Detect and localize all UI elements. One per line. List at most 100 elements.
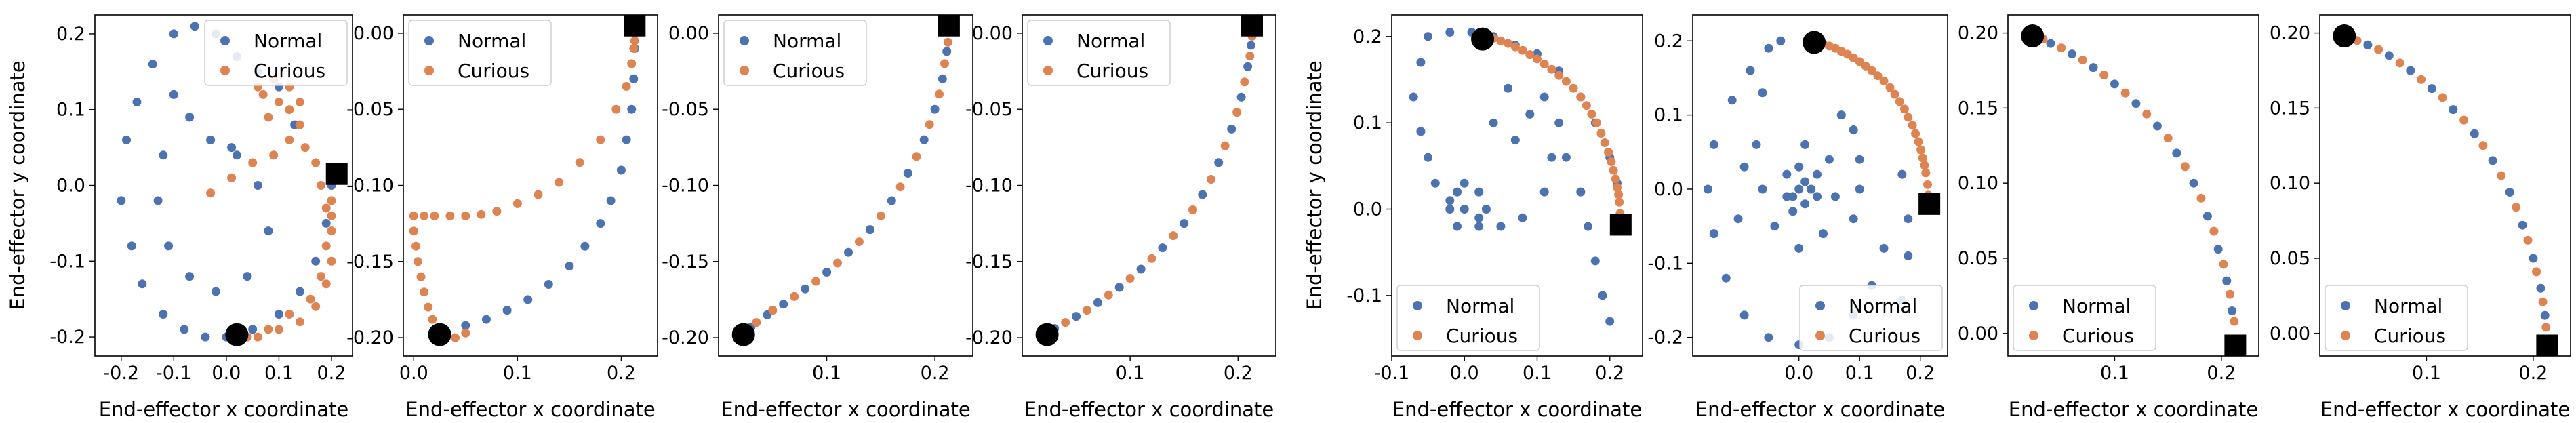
data-point-normal	[264, 226, 273, 236]
data-point-curious	[477, 209, 486, 219]
data-point-curious	[411, 241, 420, 251]
x-axis-label: End-effector x coordinate	[2320, 398, 2571, 421]
end-marker	[1241, 14, 1263, 37]
data-point-curious	[1923, 180, 1932, 189]
data-point-curious	[1533, 54, 1542, 64]
data-point-curious	[1916, 145, 1926, 155]
data-point-curious	[2099, 70, 2109, 80]
legend-label-normal: Normal	[2062, 295, 2131, 317]
data-point-normal	[1788, 207, 1798, 216]
data-point-curious	[1554, 70, 1564, 80]
data-point-normal	[1236, 92, 1246, 102]
data-point-normal	[1227, 124, 1236, 134]
data-point-curious	[1525, 50, 1535, 60]
data-point-normal	[2213, 245, 2223, 254]
data-point-normal	[1547, 153, 1556, 162]
legend: Normal Curious	[1027, 20, 1171, 86]
x-tick-label: 0.1	[503, 363, 532, 384]
data-point-curious	[1125, 274, 1135, 283]
data-point-normal	[1897, 169, 1907, 179]
data-point-normal	[616, 165, 626, 175]
chart-panel-4: 0.1 0.2 0.00 -0.05 -0.10 -0.15 -0.20 End-effect…	[965, 14, 1276, 421]
data-point-curious	[327, 226, 336, 236]
data-point-normal	[1739, 310, 1749, 320]
data-point-normal	[629, 74, 639, 83]
data-point-normal	[1733, 214, 1743, 224]
data-point-normal	[1518, 213, 1527, 222]
data-point-curious	[2180, 162, 2190, 172]
data-point-normal	[295, 287, 304, 296]
y-tick-label: -0.05	[662, 99, 709, 120]
data-point-curious	[1615, 197, 1624, 207]
legend-box	[2013, 285, 2156, 351]
data-point-normal	[1758, 184, 1767, 194]
data-point-normal	[1807, 184, 1816, 194]
data-point-normal	[2488, 156, 2497, 165]
data-point-curious	[1061, 318, 1070, 327]
y-tick-label: -0.20	[662, 327, 709, 348]
x-tick-label: 0.2	[2518, 363, 2548, 384]
end-marker	[1918, 193, 1941, 215]
y-tick-label: 0.05	[1958, 248, 1998, 269]
data-point-curious	[295, 317, 304, 327]
legend-marker-normal	[220, 36, 230, 45]
y-tick-label: 0.00	[668, 23, 709, 44]
data-point-curious	[306, 294, 315, 304]
data-point-normal	[159, 310, 168, 319]
data-point-curious	[555, 178, 564, 187]
data-point-normal	[274, 310, 283, 319]
data-point-normal	[1561, 153, 1571, 162]
legend: Normal Curious	[2013, 285, 2156, 351]
data-point-curious	[1147, 254, 1156, 263]
data-point-curious	[1582, 101, 1591, 110]
data-point-normal	[2172, 148, 2181, 158]
y-tick-label: -0.05	[965, 99, 1013, 120]
x-axis-label: End-effector x coordinate	[721, 398, 971, 421]
x-tick-label: 0.0	[1450, 363, 1479, 384]
data-point-curious	[409, 211, 418, 220]
x-tick-label: 0.1	[2412, 363, 2441, 384]
data-point-normal	[801, 284, 810, 294]
data-point-curious	[1240, 77, 1249, 87]
data-point-normal	[169, 29, 178, 39]
data-point-curious	[1609, 165, 1618, 175]
data-point-normal	[2131, 99, 2141, 108]
data-point-normal	[2518, 220, 2527, 230]
data-point-curious	[2196, 193, 2206, 203]
data-point-curious	[2395, 58, 2404, 68]
data-point-normal	[2089, 63, 2098, 73]
data-point-curious	[285, 310, 294, 319]
axes-frame	[2319, 14, 2571, 357]
y-tick-label: 0.00	[972, 23, 1013, 44]
data-point-curious	[2532, 267, 2541, 277]
legend-marker-curious	[740, 66, 749, 75]
data-point-normal	[1782, 192, 1792, 201]
data-point-normal	[185, 113, 195, 122]
data-point-curious	[912, 152, 921, 161]
data-point-curious	[1611, 174, 1620, 184]
data-point-curious	[629, 43, 639, 53]
legend-marker-normal	[2029, 301, 2038, 310]
data-point-normal	[1879, 243, 1889, 253]
data-point-normal	[1605, 317, 1615, 326]
data-point-normal	[153, 196, 163, 205]
x-axis-label: End-effector x coordinate	[405, 398, 656, 421]
data-point-normal	[2202, 212, 2212, 221]
x-tick-label: -0.1	[156, 363, 192, 384]
data-point-curious	[1904, 113, 1913, 122]
data-point-curious	[311, 158, 321, 167]
legend-marker-curious	[2341, 331, 2350, 340]
data-point-curious	[1496, 36, 1506, 45]
data-point-normal	[1246, 41, 1255, 50]
x-tick-label: 0.0	[212, 363, 241, 384]
data-point-curious	[1614, 190, 1624, 199]
x-tick-label: 0.2	[2207, 363, 2236, 384]
data-point-normal	[2529, 254, 2538, 263]
data-point-normal	[580, 241, 590, 251]
data-point-normal	[1460, 178, 1469, 188]
legend-label-curious: Curious	[773, 60, 845, 82]
data-point-normal	[2068, 49, 2076, 59]
data-point-curious	[630, 36, 639, 45]
data-point-curious	[1504, 39, 1513, 48]
